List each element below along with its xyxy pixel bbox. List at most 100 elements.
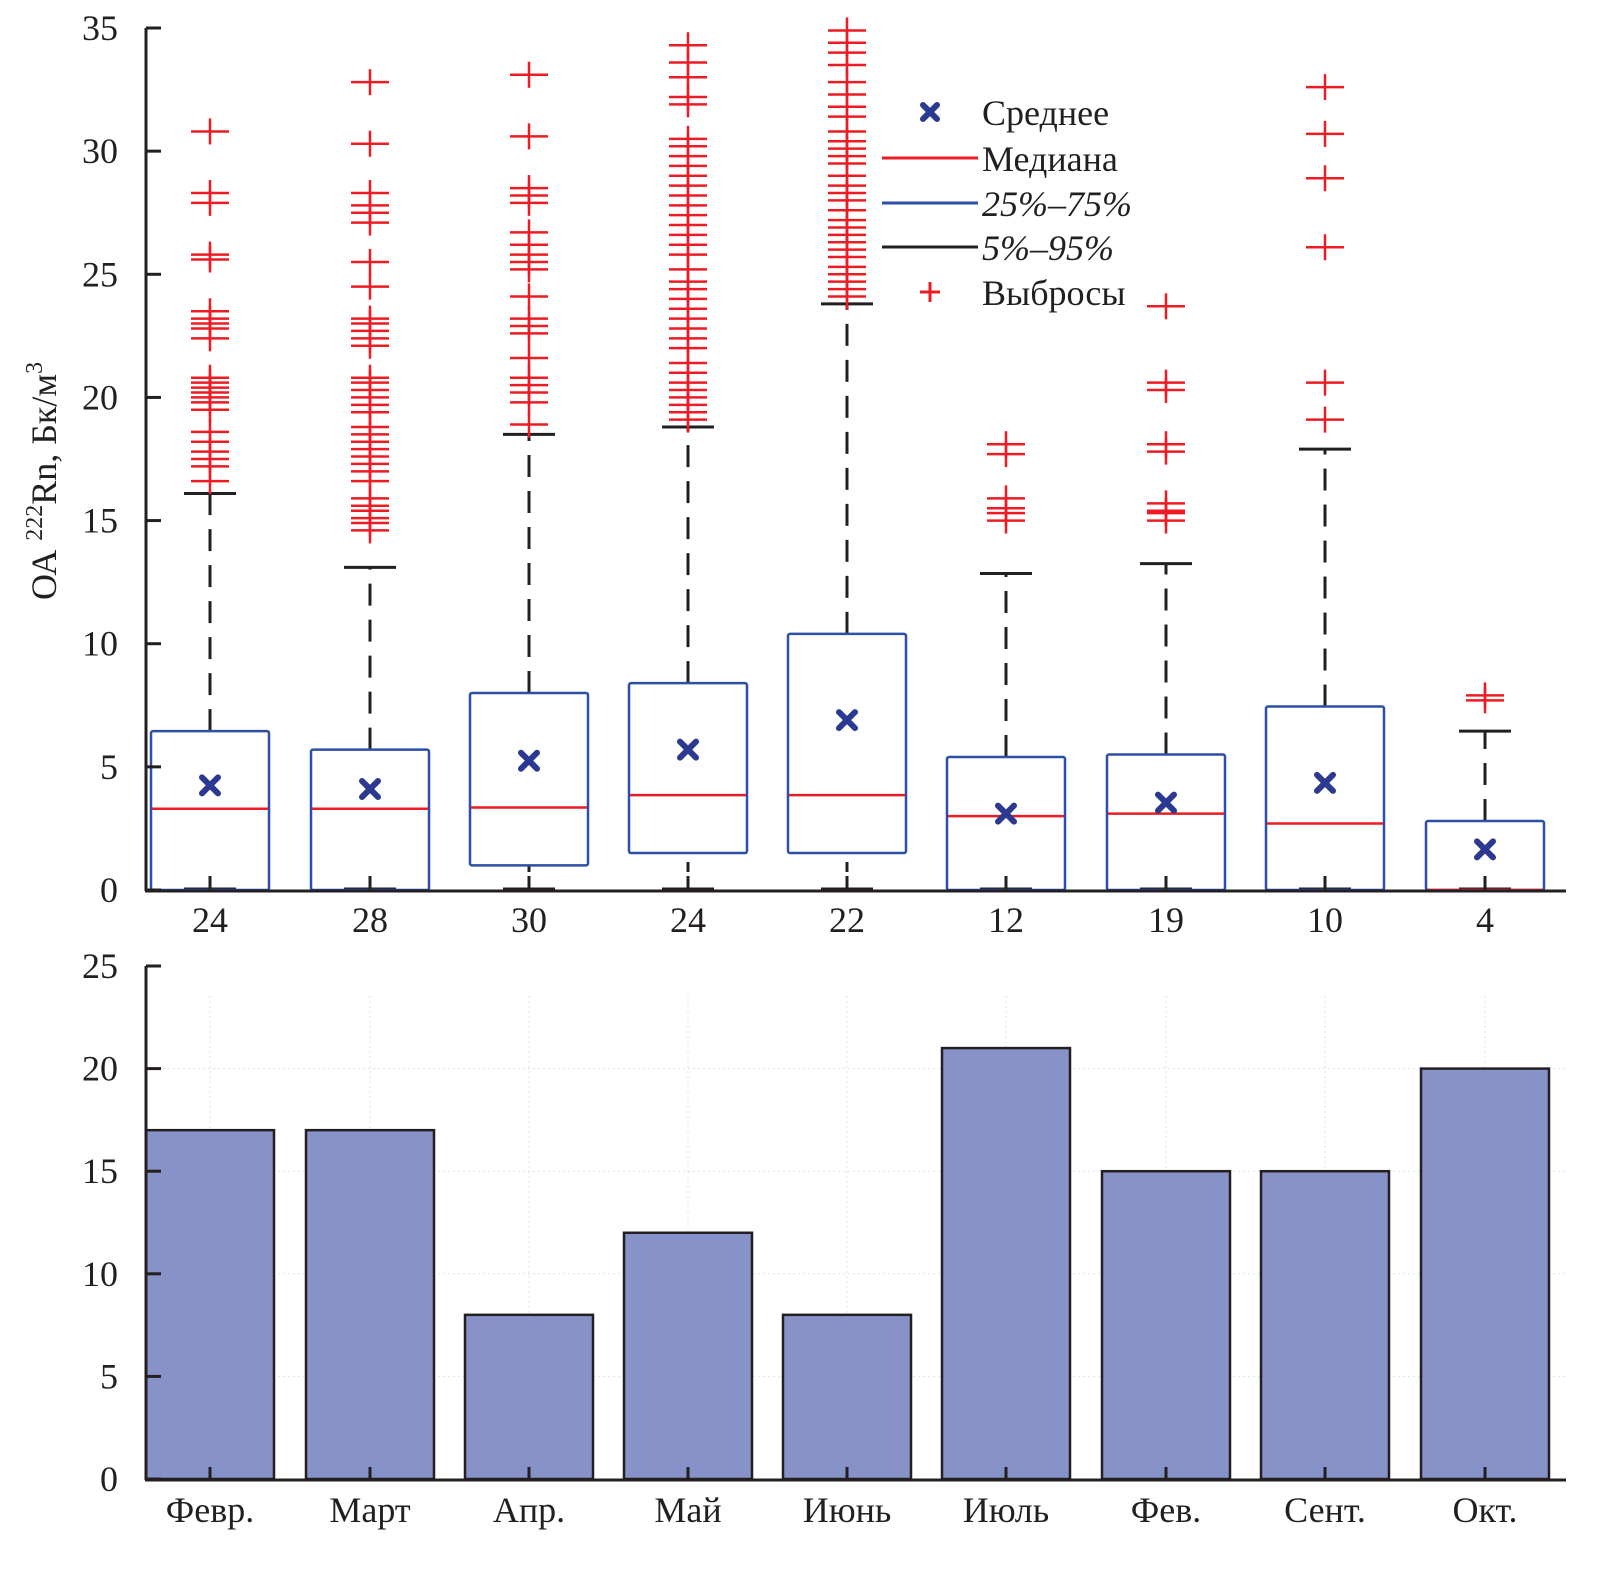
y-tick-label: 20 [82, 1049, 118, 1089]
outlier-marker [191, 180, 229, 207]
box-group [1424, 682, 1546, 892]
legend-label: Среднее [982, 93, 1109, 133]
outlier-marker [828, 17, 866, 44]
box-group [149, 118, 271, 892]
outlier-marker [351, 248, 389, 275]
outlier-marker [1306, 234, 1344, 261]
bar [144, 1128, 276, 1481]
mean-marker-stroke [1155, 791, 1177, 814]
legend-entry: Среднее [920, 93, 1109, 133]
y-tick-label: 30 [82, 131, 118, 171]
box-group [627, 32, 749, 891]
x-tick-label: 24 [670, 900, 706, 940]
mean-marker-stroke [1314, 771, 1336, 794]
outlier-marker [1147, 431, 1185, 458]
box-group [945, 431, 1067, 892]
bars [144, 1046, 1551, 1481]
bar [1259, 1169, 1391, 1481]
mean-marker-stroke [518, 749, 540, 772]
x-tick-label: Март [329, 1490, 411, 1530]
mean-marker [1314, 771, 1336, 794]
legend-label: 5%–95% [982, 228, 1114, 268]
y-tick-label: 10 [82, 624, 118, 664]
outlier-marker [1306, 165, 1344, 192]
legend-entry: Выбросы [920, 273, 1126, 313]
x-tick-label: Сент. [1284, 1490, 1366, 1530]
y-axis-label-isotope: 222 [22, 505, 48, 541]
outlier-marker [669, 125, 707, 152]
outlier-marker [1306, 120, 1344, 147]
outlier-marker [351, 273, 389, 300]
mean-marker [836, 709, 858, 732]
y-tick-label: 25 [82, 254, 118, 294]
outlier-marker [1147, 293, 1185, 320]
outlier-marker [351, 364, 389, 391]
outlier-marker [191, 241, 229, 268]
iqr-box [468, 691, 590, 867]
box-plot-panel: 0 5 10 15 20 25 30 35 24 28 30 24 22 12 19 10 4 ОА 222R… [22, 8, 1566, 940]
x-tick-label: 30 [511, 900, 547, 940]
legend-label: Выбросы [982, 273, 1126, 313]
y-tick-label: 5 [100, 747, 118, 787]
y-tick-label: 5 [100, 1356, 118, 1396]
y-axis-label: ОА 222Rn, Бк/м3 [22, 362, 64, 600]
x-tick-label: 28 [352, 900, 388, 940]
x-tick-label: Фев. [1131, 1490, 1201, 1530]
box-group-layer [149, 17, 1546, 892]
y-tick-label: 0 [100, 1459, 118, 1499]
iqr-box [945, 755, 1067, 892]
outlier-marker [510, 61, 548, 88]
legend-label: Медиана [982, 139, 1118, 179]
outlier-marker [191, 418, 229, 445]
y-tick-label: 25 [82, 946, 118, 986]
outlier-marker [510, 411, 548, 438]
x-tick-label: Апр. [493, 1490, 565, 1530]
iqr-box [1105, 753, 1227, 892]
mean-marker [359, 778, 381, 801]
outlier-marker [510, 345, 548, 372]
outlier-marker [510, 123, 548, 150]
box-group [1264, 74, 1386, 892]
x-tick-label: Февр. [166, 1490, 254, 1530]
legend-mean-icon-stroke [920, 102, 940, 122]
mean-marker-stroke [677, 738, 699, 761]
mean-marker [199, 774, 221, 797]
outlier-marker [510, 219, 548, 246]
legend-entry: 25%–75% [882, 184, 1132, 224]
mean-marker-stroke [995, 802, 1017, 825]
outlier-marker [987, 485, 1025, 512]
legend-label: 25%–75% [982, 184, 1132, 224]
outlier-marker [191, 364, 229, 391]
mean-marker-stroke [836, 709, 858, 732]
bar [304, 1128, 436, 1481]
outlier-marker [1147, 490, 1185, 517]
mean-marker [1155, 791, 1177, 814]
iqr-box [627, 681, 749, 855]
bar [940, 1046, 1072, 1481]
bar-chart-panel: 0 5 10 15 20 25 Февр. Март Апр. Май Июнь Июль Фев. С… [82, 946, 1566, 1530]
bar [463, 1313, 595, 1481]
outlier-marker [1466, 682, 1504, 709]
box-group [309, 69, 431, 892]
legend: Среднее Медиана 25%–75%5%–95% Выбросы [882, 93, 1132, 313]
mean-marker [677, 738, 699, 761]
outlier-marker [351, 69, 389, 96]
y-tick-label: 10 [82, 1254, 118, 1294]
outlier-marker [1147, 369, 1185, 396]
x-tick-label: Май [654, 1490, 721, 1530]
mean-marker [1474, 838, 1496, 861]
box-group [468, 61, 590, 891]
outlier-marker [191, 118, 229, 145]
y-ticks: 0 5 10 15 20 25 [82, 946, 161, 1499]
iqr-box [786, 632, 908, 855]
x-ticks: 24 28 30 24 22 12 19 10 4 [192, 877, 1494, 940]
y-axis-label-main: Rn, Бк/м [24, 374, 64, 505]
x-tick-label: Июль [963, 1490, 1049, 1530]
y-tick-label: 0 [100, 870, 118, 910]
x-tick-label: 24 [192, 900, 228, 940]
x-tick-label: 22 [829, 900, 865, 940]
x-tick-label: 10 [1307, 900, 1343, 940]
outlier-marker [987, 431, 1025, 458]
iqr-box [149, 729, 271, 892]
